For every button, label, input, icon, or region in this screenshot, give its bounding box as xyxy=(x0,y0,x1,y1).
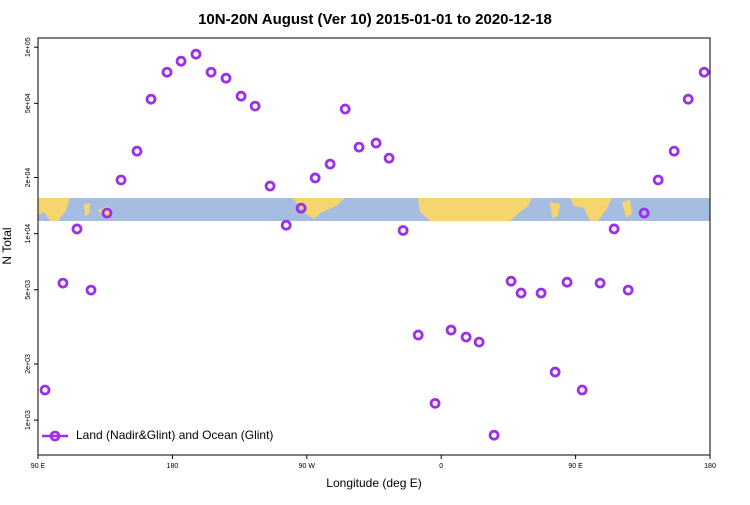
y-tick-label: 1e+05 xyxy=(25,37,32,57)
y-tick-label: 2e+04 xyxy=(25,168,32,188)
point xyxy=(324,158,336,170)
x-axis-label: Longitude (deg E) xyxy=(326,476,421,490)
point xyxy=(101,207,113,219)
point xyxy=(85,284,97,296)
point xyxy=(638,207,650,219)
plot-frame xyxy=(37,37,711,456)
point xyxy=(488,429,500,441)
point xyxy=(698,66,710,78)
x-tick-label: 180 xyxy=(167,463,179,470)
point xyxy=(445,324,457,336)
point xyxy=(505,275,517,287)
point xyxy=(515,287,527,299)
y-tick-label: 5e+04 xyxy=(25,93,32,113)
x-tick-label: 180 xyxy=(704,463,716,470)
point xyxy=(535,287,547,299)
point xyxy=(131,145,143,157)
point xyxy=(71,223,83,235)
point xyxy=(370,137,382,149)
point xyxy=(652,174,664,186)
point xyxy=(309,172,321,184)
point xyxy=(594,277,606,289)
point xyxy=(353,141,365,153)
point xyxy=(412,329,424,341)
point xyxy=(161,66,173,78)
point xyxy=(57,277,69,289)
point xyxy=(205,66,217,78)
chart-title: 10N-20N August (Ver 10) 2015-01-01 to 20… xyxy=(198,11,552,28)
point xyxy=(682,93,694,105)
point xyxy=(668,145,680,157)
point xyxy=(175,55,187,67)
point xyxy=(473,336,485,348)
point xyxy=(249,100,261,112)
x-tick-label: 90 E xyxy=(31,463,46,470)
y-tick-label: 5e+03 xyxy=(25,280,32,300)
point xyxy=(280,219,292,231)
point xyxy=(460,331,472,343)
x-tick-label: 90 E xyxy=(568,463,583,470)
point xyxy=(145,93,157,105)
point xyxy=(295,202,307,214)
y-axis-label: N Total xyxy=(0,227,14,264)
point xyxy=(397,225,409,236)
x-tick-label: 0 xyxy=(439,463,443,470)
point xyxy=(115,174,127,186)
legend-marker xyxy=(49,430,61,442)
point xyxy=(39,384,51,396)
y-tick-label: 2e+03 xyxy=(25,354,32,374)
map-strip xyxy=(38,198,710,221)
point xyxy=(220,72,232,84)
y-tick-label: 1e+03 xyxy=(25,410,32,430)
point xyxy=(576,384,588,396)
legend-label: Land (Nadir&Glint) and Ocean (Glint) xyxy=(76,428,273,442)
point xyxy=(429,397,441,409)
point xyxy=(264,180,276,192)
point xyxy=(383,152,395,164)
point xyxy=(235,90,247,102)
x-tick-label: 90 W xyxy=(299,463,316,470)
point xyxy=(190,48,202,60)
point xyxy=(549,366,561,378)
point xyxy=(561,276,573,288)
point xyxy=(622,284,634,296)
point xyxy=(608,223,620,235)
y-tick-label: 1e+04 xyxy=(25,224,32,244)
point xyxy=(339,103,351,115)
